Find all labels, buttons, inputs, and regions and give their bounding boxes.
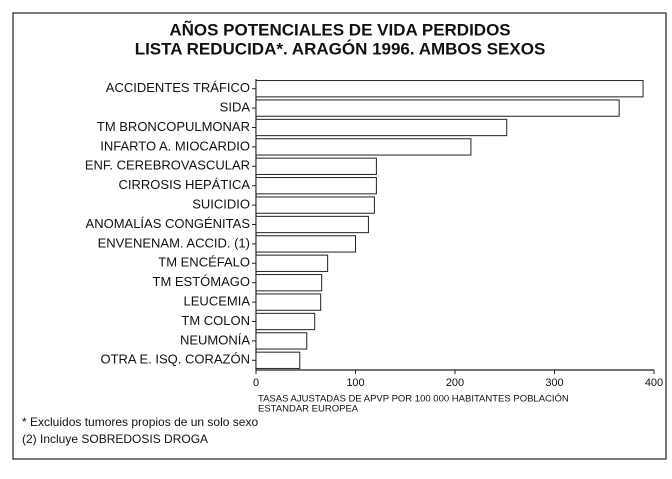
- y-tick-label: SUICIDIO: [192, 197, 250, 212]
- y-tick-label: ANOMALÍAS CONGÉNITAS: [86, 216, 251, 231]
- y-tick-label: TM ENCÉFALO: [158, 255, 250, 270]
- bar: [255, 138, 472, 156]
- y-tick-label: INFARTO A. MIOCARDIO: [100, 138, 250, 153]
- bar: [255, 80, 644, 98]
- chart-title: AÑOS POTENCIALES DE VIDA PERDIDOS: [169, 19, 510, 39]
- y-tick-label: SIDA: [220, 100, 251, 115]
- y-tick-label: LEUCEMIA: [184, 294, 251, 309]
- bar: [255, 351, 301, 369]
- bar: [255, 177, 377, 195]
- bar: [255, 332, 308, 350]
- chart-subtitle: LISTA REDUCIDA*. ARAGÓN 1996. AMBOS SEXO…: [135, 39, 546, 58]
- frame: [12, 12, 667, 460]
- bar: [255, 312, 316, 331]
- x-tick-label: 0: [253, 377, 259, 389]
- x-axis-label: ESTANDAR EUROPEA: [258, 404, 359, 415]
- x-tick-label: 300: [545, 377, 563, 389]
- y-tick-label: ENVENENAM. ACCID. (1): [98, 235, 250, 250]
- y-tick-label: TM BRONCOPULMONAR: [97, 119, 250, 134]
- y-tick-label: ENF. CEREBROVASCULAR: [85, 158, 250, 173]
- y-tick-label: TM COLON: [181, 313, 250, 328]
- x-tick-label: 200: [446, 377, 464, 389]
- bar: [255, 157, 377, 175]
- bar: [255, 293, 322, 311]
- footnote: * Excluidos tumores propios de un solo s…: [22, 415, 258, 429]
- x-tick-label: 100: [346, 377, 364, 389]
- bar: [255, 118, 508, 137]
- bar: [255, 215, 369, 234]
- y-tick-label: OTRA E. ISQ. CORAZÓN: [100, 352, 250, 367]
- y-tick-label: ACCIDENTES TRÁFICO: [106, 80, 250, 95]
- y-tick-label: NEUMONÍA: [180, 332, 250, 347]
- x-tick-label: 400: [645, 377, 663, 389]
- bar: [255, 254, 329, 272]
- bar: [255, 99, 620, 117]
- footnote: (2) Incluye SOBREDOSIS DROGA: [22, 432, 208, 446]
- bar: [255, 274, 323, 292]
- y-tick-label: TM ESTÓMAGO: [153, 274, 251, 289]
- bar: [255, 235, 356, 253]
- y-tick-label: CIRROSIS HEPÁTICA: [119, 177, 251, 192]
- bar: [255, 196, 375, 214]
- x-axis-label: TASAS AJUSTADAS DE APVP POR 100 000 HABI…: [258, 394, 569, 405]
